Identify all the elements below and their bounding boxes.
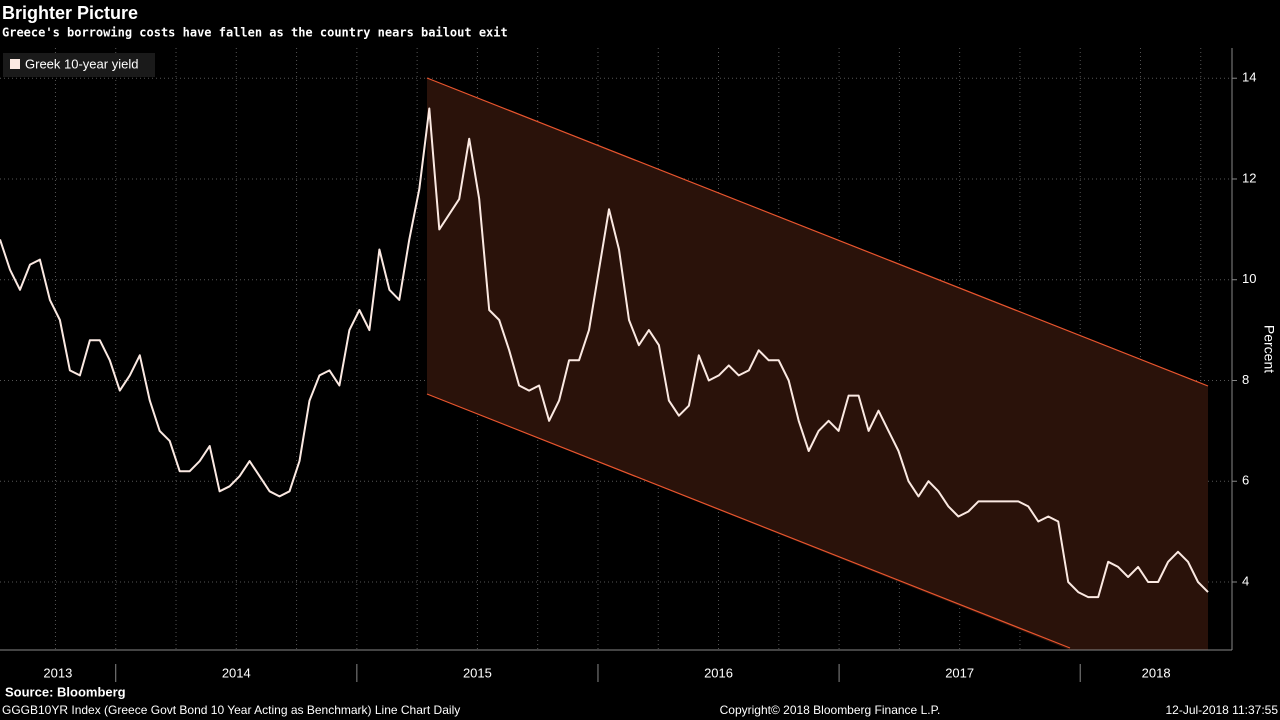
x-tick-label: 2017 (945, 665, 974, 680)
x-tick-label: 2014 (222, 665, 251, 680)
y-tick-label: 8 (1242, 372, 1249, 387)
footer-left: GGGB10YR Index (Greece Govt Bond 10 Year… (2, 703, 460, 717)
chart-subtitle: Greece's borrowing costs have fallen as … (2, 26, 508, 40)
chart-title: Brighter Picture (2, 3, 138, 23)
legend-swatch (10, 59, 20, 69)
channel-top (426, 77, 1209, 387)
line-series (0, 107, 1209, 599)
x-axis-band (0, 650, 1280, 686)
legend: Greek 10-year yield (3, 53, 155, 77)
y-tick-label: 6 (1242, 473, 1249, 488)
y-tick-label: 10 (1242, 271, 1256, 286)
channel-bottom (426, 393, 1071, 649)
footer-right: 12-Jul-2018 11:37:55 (1165, 703, 1278, 717)
x-tick-label: 2016 (704, 665, 733, 680)
y-tick-label: 14 (1242, 70, 1256, 85)
x-tick-label: 2013 (43, 665, 72, 680)
footer-center: Copyright© 2018 Bloomberg Finance L.P. (720, 703, 941, 717)
legend-label: Greek 10-year yield (25, 56, 138, 71)
y-axis-label: Percent (1261, 325, 1277, 373)
x-tick-label: 2015 (463, 665, 492, 680)
y-tick-label: 4 (1242, 573, 1249, 588)
x-tick-label: 2018 (1142, 665, 1171, 680)
source: Source: Bloomberg (5, 684, 126, 699)
plot (0, 107, 1209, 599)
legend-box (3, 53, 155, 77)
y-tick-label: 12 (1242, 170, 1256, 185)
channel-fill (427, 78, 1208, 650)
